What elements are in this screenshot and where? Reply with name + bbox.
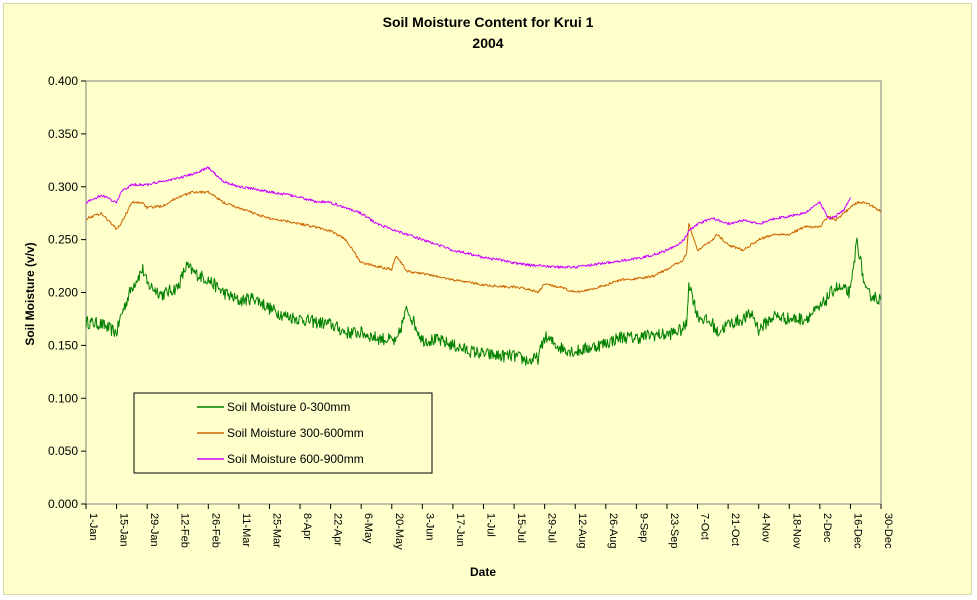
x-tick-label: 17-Jun — [454, 513, 466, 547]
y-tick-label: 0.050 — [48, 444, 78, 458]
x-tick-label: 12-Aug — [576, 513, 588, 548]
x-tick-label: 9-Sep — [637, 513, 649, 542]
x-tick-label: 30-Dec — [882, 513, 894, 549]
legend-label-2: Soil Moisture 300-600mm — [227, 426, 364, 440]
x-tick-label: 11-Mar — [240, 513, 252, 547]
x-tick-label: 16-Dec — [851, 513, 863, 549]
y-tick-label: 0.350 — [48, 127, 78, 141]
x-axis-label: Date — [470, 565, 496, 579]
y-tick-label: 0.150 — [48, 338, 78, 352]
x-tick-label: 6-May — [362, 513, 374, 544]
legend-box — [133, 392, 433, 474]
x-tick-label: 25-Mar — [270, 513, 282, 548]
y-tick-label: 0.200 — [48, 286, 78, 300]
x-tick-label: 18-Nov — [790, 513, 802, 549]
series-line-3 — [85, 166, 851, 269]
y-tick-label: 0.000 — [48, 497, 78, 511]
x-tick-label: 29-Jul — [546, 513, 558, 543]
y-axis-label: Soil Moisture (v/v) — [23, 242, 37, 345]
x-tick-label: 1-Jul — [485, 513, 497, 537]
chart-subtitle: 2004 — [472, 35, 503, 51]
x-tick-label: 26-Aug — [607, 513, 619, 548]
plot-area: 0.000 0.050 0.100 0.150 0.200 0.250 0.300 0.350… — [48, 74, 894, 550]
x-tick-label: 26-Feb — [209, 513, 221, 548]
y-tick-label: 0.400 — [48, 74, 78, 88]
x-tick-label: 3-Jun — [423, 513, 435, 541]
x-tick-label: 12-Feb — [179, 513, 191, 548]
chart-area: Soil Moisture Content for Krui 1 2004 So… — [3, 3, 972, 595]
legend-label-1: Soil Moisture 0-300mm — [227, 400, 350, 414]
x-tick-label: 15-Jul — [515, 513, 527, 543]
x-tick-label: 2-Dec — [821, 513, 833, 543]
chart-svg: Soil Moisture Content for Krui 1 2004 So… — [23, 14, 894, 579]
series-line-1 — [85, 237, 882, 366]
x-tick-label: 7-Oct — [699, 513, 711, 540]
x-tick-label: 29-Jan — [148, 513, 160, 547]
legend: Soil Moisture 0-300mm Soil Moisture 300-6… — [133, 392, 433, 474]
legend-label-3: Soil Moisture 600-900mm — [227, 452, 364, 466]
x-tick-label: 8-Apr — [301, 513, 313, 540]
x-tick-label: 1-Jan — [87, 513, 99, 541]
y-tick-label: 0.250 — [48, 233, 78, 247]
x-tick-label: 4-Nov — [760, 513, 772, 543]
y-tick-label: 0.300 — [48, 180, 78, 194]
x-tick-label: 21-Oct — [729, 513, 741, 546]
x-tick-label: 23-Sep — [668, 513, 680, 548]
series-line-2 — [85, 190, 882, 294]
x-tick-label: 20-May — [393, 513, 405, 550]
x-tick-label: 15-Jan — [118, 513, 130, 547]
x-tick-label: 22-Apr — [332, 513, 344, 546]
y-tick-label: 0.100 — [48, 391, 78, 405]
chart-title: Soil Moisture Content for Krui 1 — [383, 14, 594, 30]
